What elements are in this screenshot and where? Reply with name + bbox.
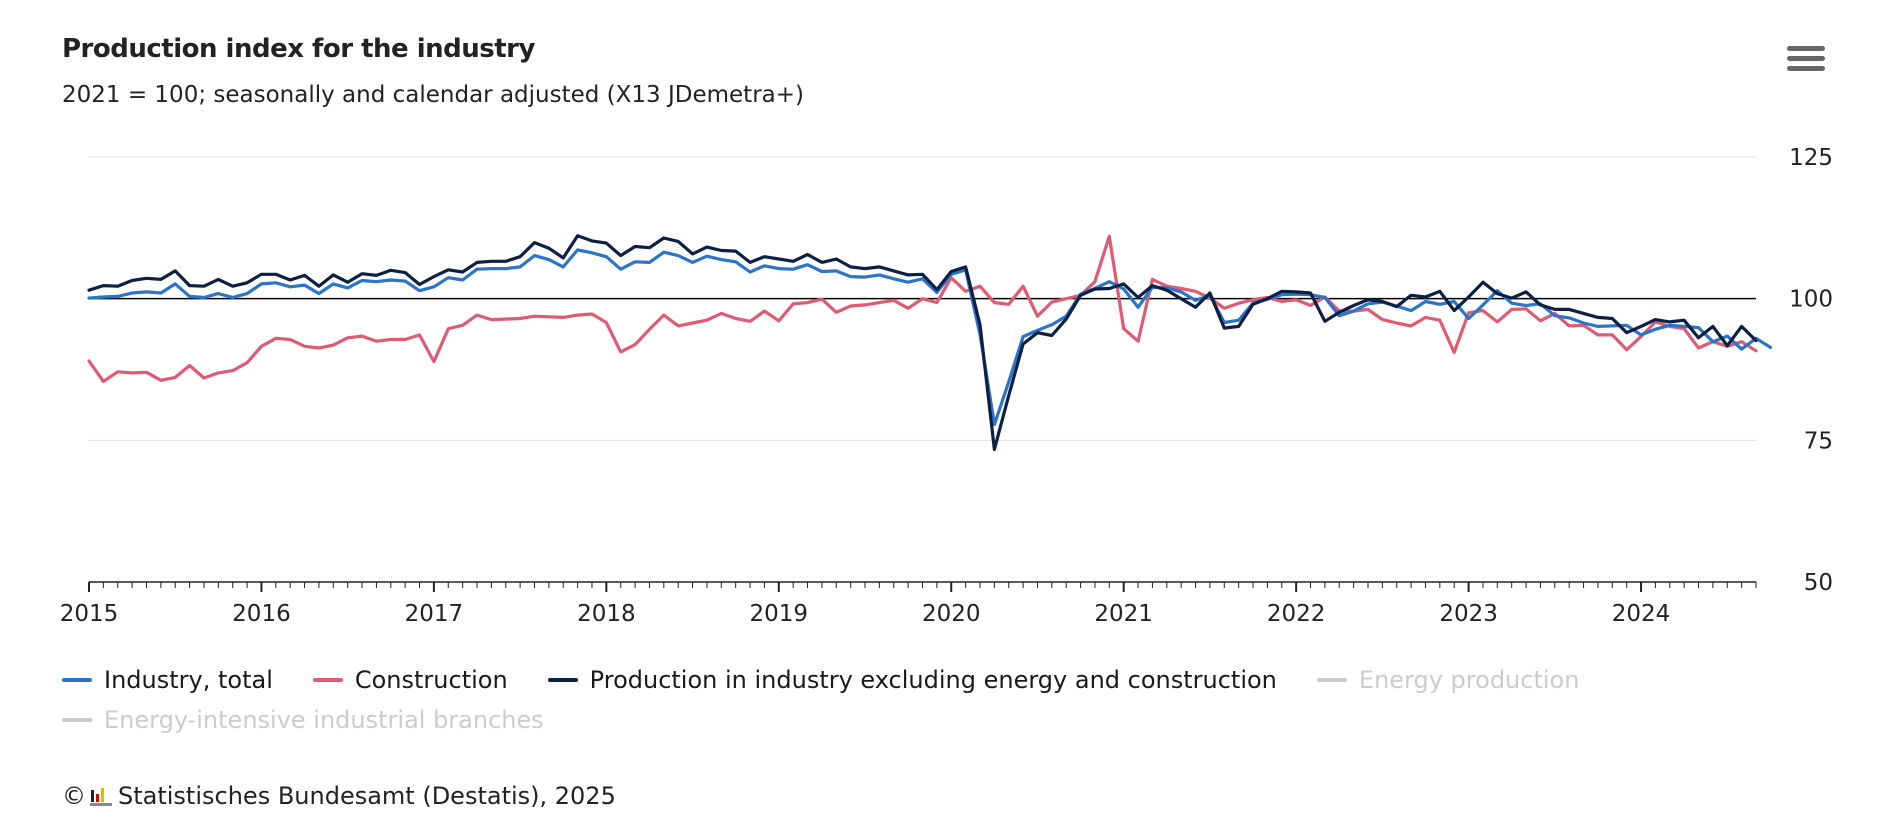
y-axis: 50 75 100 125 — [1789, 145, 1833, 596]
x-tick-label: 2018 — [577, 601, 636, 627]
x-tick-label: 2023 — [1439, 601, 1498, 627]
legend-swatch — [547, 678, 578, 682]
y-tick-label: 125 — [1789, 145, 1833, 171]
legend-item-energy-production[interactable]: Energy production — [1316, 666, 1580, 694]
x-tick-label: 2017 — [405, 601, 464, 627]
chart-legend: Industry, total Construction Production … — [62, 660, 1762, 740]
x-tick-label: 2022 — [1267, 601, 1326, 627]
legend-swatch — [62, 678, 92, 682]
legend-item-energy-intensive-branches[interactable]: Energy-intensive industrial branches — [62, 706, 544, 734]
series-line-industry-total — [87, 248, 1773, 427]
legend-swatch — [62, 718, 92, 722]
series-line-production-in-industry-excluding-energy-and-construction — [87, 234, 1758, 451]
x-tick-label: 2019 — [750, 601, 809, 627]
line-chart: 2015 2016 2017 2018 2019 2020 2021 2022 2023 2024… — [60, 145, 1833, 627]
series-line-construction — [87, 234, 1758, 383]
credits-text: Statistisches Bundesamt (Destatis), 2025 — [118, 782, 616, 810]
legend-swatch — [312, 678, 343, 682]
legend-label: Industry, total — [104, 666, 273, 694]
x-tick-label: 2024 — [1612, 601, 1671, 627]
x-tick-label: 2020 — [922, 601, 981, 627]
x-tick-label: 2021 — [1094, 601, 1153, 627]
series-lines — [87, 234, 1773, 451]
legend-swatch — [1316, 678, 1347, 682]
legend-label: Energy-intensive industrial branches — [104, 706, 544, 734]
hamburger-menu-icon[interactable] — [1787, 46, 1825, 78]
copyright-symbol: © — [62, 782, 86, 810]
legend-item-construction[interactable]: Construction — [312, 666, 508, 694]
legend-item-industry-excl-energy-construction[interactable]: Production in industry excluding energy … — [547, 666, 1277, 694]
destatis-logo-icon — [90, 788, 112, 806]
legend-label: Energy production — [1358, 666, 1580, 694]
x-axis: 2015 2016 2017 2018 2019 2020 2021 2022 2023 2024 — [60, 581, 1757, 627]
legend-label: Construction — [354, 666, 508, 694]
legend-item-industry-total[interactable]: Industry, total — [62, 666, 273, 694]
legend-label: Production in industry excluding energy … — [589, 666, 1277, 694]
x-tick-label: 2016 — [232, 601, 291, 627]
y-tick-label: 50 — [1804, 570, 1833, 596]
chart-title: Production index for the industry — [62, 34, 535, 64]
chart-subtitle: 2021 = 100; seasonally and calendar adju… — [62, 82, 804, 108]
y-tick-label: 100 — [1789, 287, 1833, 313]
credits[interactable]: © Statistisches Bundesamt (Destatis), 20… — [62, 782, 616, 810]
x-tick-label: 2015 — [60, 601, 119, 627]
y-tick-label: 75 — [1804, 428, 1833, 454]
